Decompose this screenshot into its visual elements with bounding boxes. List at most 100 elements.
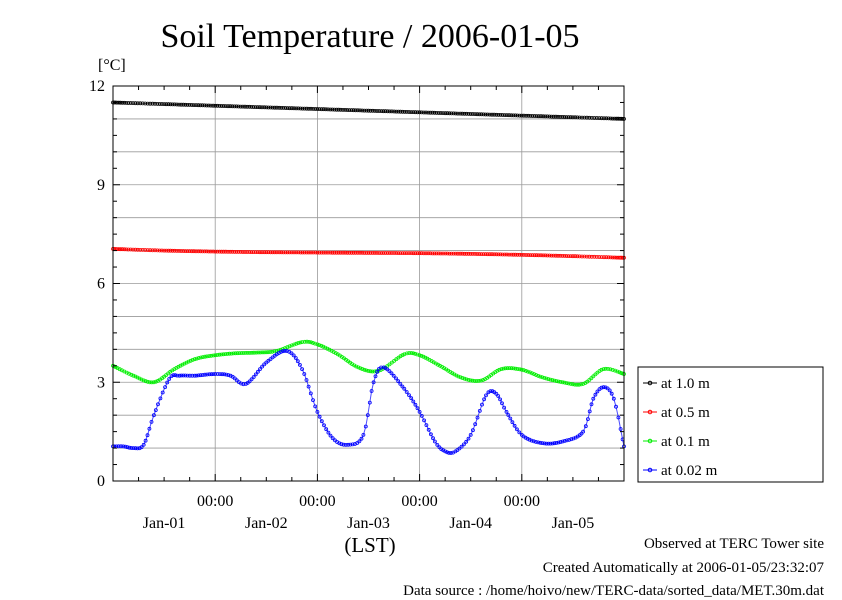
data-point: [266, 105, 271, 110]
data-point: [347, 108, 352, 112]
data-point: [492, 252, 497, 257]
data-point: [398, 109, 403, 114]
data-point: [473, 422, 478, 427]
data-point: [283, 106, 288, 110]
data-point: [510, 420, 515, 425]
footer-source: Data source : /home/hoivo/new/TERC-data/…: [403, 583, 824, 599]
data-point: [513, 252, 518, 257]
data-point: [594, 254, 599, 259]
data-point: [385, 251, 390, 255]
data-point: [387, 251, 392, 255]
data-point: [536, 440, 540, 445]
data-point: [547, 253, 552, 258]
footer-created: Created Automatically at 2006-01-05/23:3…: [542, 560, 824, 576]
data-point: [506, 413, 511, 417]
data-point: [223, 352, 228, 357]
chart-title: Soil Temperature / 2006-01-05: [160, 18, 579, 55]
data-point: [223, 104, 228, 108]
data-point: [228, 104, 233, 109]
data-point: [540, 375, 545, 380]
legend-label: at 0.02 m: [661, 463, 718, 479]
data-point: [552, 441, 557, 446]
data-point: [550, 378, 555, 383]
data-point: [215, 372, 220, 376]
data-point: [375, 369, 380, 374]
data-point: [487, 112, 492, 117]
data-point: [268, 350, 272, 354]
data-point: [436, 111, 441, 115]
data-point: [266, 350, 270, 355]
data-point: [551, 253, 556, 258]
data-point: [464, 439, 469, 444]
data-point: [135, 247, 140, 252]
data-point: [231, 351, 236, 356]
data-point: [558, 379, 563, 384]
data-point: [394, 251, 399, 255]
data-point: [133, 446, 138, 451]
data-point: [383, 251, 388, 255]
data-point: [443, 449, 448, 454]
data-point: [230, 104, 235, 109]
data-point: [153, 379, 158, 384]
data-point: [279, 250, 284, 255]
data-point: [338, 107, 343, 112]
data-point: [560, 380, 565, 385]
data-point: [556, 440, 561, 445]
data-point: [513, 113, 518, 118]
data-point: [480, 402, 484, 407]
data-point: [343, 108, 348, 112]
data-point: [220, 372, 225, 377]
x-day-label: Jan-05: [552, 515, 595, 532]
legend-label: at 0.1 m: [661, 434, 710, 450]
data-point: [202, 103, 207, 108]
data-point: [133, 101, 138, 106]
data-point: [496, 252, 501, 257]
data-point: [417, 110, 422, 115]
data-point: [122, 247, 127, 252]
data-point: [434, 111, 439, 115]
data-point: [173, 373, 178, 378]
data-point: [365, 413, 370, 418]
data-point: [350, 442, 355, 447]
data-point: [432, 251, 437, 256]
data-point: [221, 352, 226, 357]
data-point: [526, 113, 531, 118]
data-point: [274, 105, 279, 110]
data-point: [302, 250, 307, 255]
data-point: [158, 396, 163, 401]
data-point: [602, 255, 606, 260]
data-point: [468, 112, 473, 116]
data-point: [233, 351, 238, 356]
data-point: [417, 353, 422, 358]
data-point: [281, 250, 286, 255]
data-point: [610, 255, 615, 260]
data-point: [483, 112, 488, 117]
data-point: [189, 249, 194, 254]
data-point: [153, 408, 158, 413]
x-day-label: Jan-01: [143, 515, 186, 532]
data-point: [252, 350, 256, 355]
data-point: [358, 250, 362, 255]
data-point: [215, 249, 220, 254]
data-point: [162, 248, 167, 253]
data-point: [126, 247, 131, 252]
data-point: [428, 432, 433, 437]
data-point: [251, 250, 256, 255]
data-point: [581, 381, 585, 386]
data-point: [355, 250, 360, 255]
data-point: [569, 381, 573, 386]
data-point: [139, 445, 144, 450]
data-point: [464, 251, 469, 256]
data-point: [379, 251, 384, 255]
data-point: [400, 251, 405, 256]
data-point: [417, 409, 422, 414]
data-point: [532, 372, 536, 377]
data-point: [589, 402, 594, 407]
data-point: [485, 252, 490, 257]
data-point: [511, 113, 516, 118]
data-point: [571, 254, 575, 259]
data-point: [534, 439, 538, 444]
data-point: [172, 102, 177, 107]
data-point: [445, 111, 450, 116]
data-point: [250, 350, 254, 355]
